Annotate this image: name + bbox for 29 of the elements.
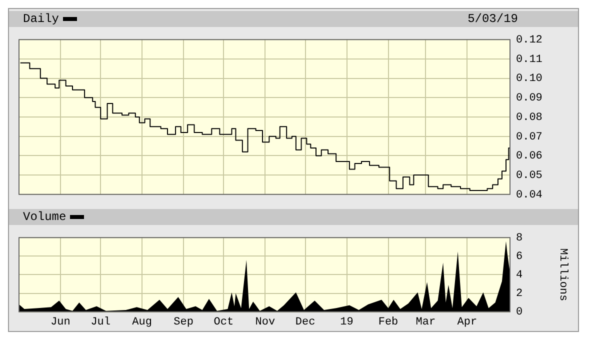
y-tick-label: 8 [516, 232, 523, 245]
y-tick-label: 6 [516, 251, 523, 264]
x-tick-label: Dec [295, 316, 316, 328]
y-axis-title: Millions [556, 248, 568, 302]
y-tick-label: 0.08 [516, 112, 542, 124]
x-tick-label: Feb [378, 316, 398, 328]
text: 5/03/19 [468, 12, 518, 26]
x-tick-label: Sep [174, 316, 194, 328]
y-tick-label: 0.10 [516, 73, 542, 86]
y-tick-label: 2 [516, 288, 523, 300]
x-tick-label: 19 [340, 316, 354, 328]
x-tick-label: Jun [50, 316, 70, 328]
y-tick-label: 0.07 [516, 131, 542, 144]
y-tick-label: 0.09 [516, 92, 542, 105]
x-tick-label: Oct [214, 316, 234, 328]
x-tick-label: Mar [416, 316, 436, 328]
x-tick-label: Jul [90, 316, 111, 328]
y-tick-label: 0.06 [516, 150, 542, 163]
y-tick-label: 0.05 [516, 170, 542, 182]
y-tick-label: 0.12 [516, 34, 542, 47]
x-tick-label: Nov [255, 316, 276, 328]
legend-label: Daily [23, 12, 60, 26]
y-tick-label: 0.11 [516, 54, 543, 66]
x-tick-label: Aug [132, 316, 152, 328]
y-tick-label: 0.04 [516, 189, 543, 202]
legend-label: Volume [23, 210, 66, 224]
x-tick-label: Apr [457, 316, 478, 328]
y-tick-label: 4 [516, 270, 523, 282]
y-tick-label: 0 [516, 306, 523, 319]
